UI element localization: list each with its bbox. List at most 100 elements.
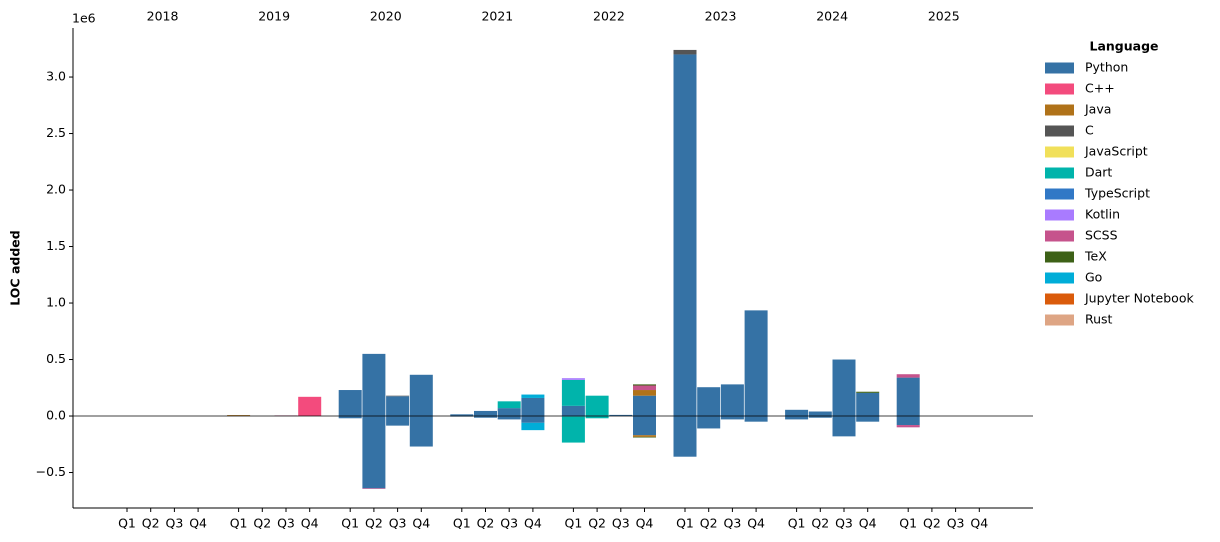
bar-segment [896, 377, 920, 417]
legend-label: TeX [1084, 249, 1107, 264]
bar-segment [673, 54, 697, 417]
y-tick-label: 1.5 [46, 238, 66, 253]
year-label: 2022 [593, 9, 625, 24]
bar-segment [585, 416, 609, 419]
x-tick-label: Q2 [142, 516, 160, 531]
x-tick-label: Q3 [389, 516, 407, 531]
bar-segment [673, 49, 697, 55]
legend-label: TypeScript [1084, 186, 1150, 201]
bar-segment [362, 488, 386, 489]
bar-segment [720, 416, 744, 420]
bar-segment [497, 401, 521, 409]
legend-swatch [1045, 167, 1074, 179]
x-tick-label: Q1 [341, 516, 359, 531]
year-label: 2023 [705, 9, 737, 24]
year-label: 2025 [928, 9, 960, 24]
legend-label: Dart [1085, 165, 1112, 180]
y-offset-label: 1e6 [72, 11, 96, 26]
bar-segment [338, 390, 362, 417]
legend-swatch [1045, 125, 1074, 137]
x-tick-label: Q2 [253, 516, 271, 531]
y-tick-label: 2.5 [46, 125, 66, 140]
bar-segment [808, 411, 832, 417]
bar-segment [808, 416, 832, 418]
y-axis-label: LOC added [8, 230, 23, 305]
bar-segment [386, 395, 410, 397]
x-tick-label: Q3 [277, 516, 295, 531]
y-tick-label: 1.0 [46, 295, 66, 310]
bar-segment [633, 435, 656, 437]
year-label: 2021 [481, 9, 513, 24]
bar-segment [521, 397, 545, 417]
x-tick-label: Q2 [365, 516, 383, 531]
x-tick-label: Q4 [524, 516, 542, 531]
x-tick-label: Q1 [565, 516, 583, 531]
legend-swatch [1045, 293, 1074, 305]
legend-label: C [1085, 123, 1094, 138]
bar-segment [633, 384, 656, 386]
x-tick-label: Q2 [588, 516, 606, 531]
legend-swatch [1045, 209, 1074, 221]
bar-segment [832, 416, 856, 437]
x-tick-label: Q3 [612, 516, 630, 531]
bar-segment [561, 405, 585, 417]
x-tick-label: Q4 [859, 516, 877, 531]
bar-segment [386, 416, 410, 426]
bar-segment [409, 374, 433, 417]
x-tick-label: Q4 [189, 516, 207, 531]
bar-segment [474, 416, 497, 418]
x-tick-label: Q1 [230, 516, 248, 531]
bar-segment [561, 416, 585, 443]
x-tick-label: Q4 [301, 516, 319, 531]
legend-label: Python [1085, 60, 1128, 75]
bar-segment [298, 396, 322, 417]
bar-segment [561, 379, 585, 406]
bar-segment [409, 416, 433, 447]
legend-label: Kotlin [1085, 207, 1120, 222]
legend-swatch [1045, 104, 1074, 116]
bar-segment [856, 392, 880, 417]
bar-segment [474, 410, 497, 417]
bar-segment [450, 414, 474, 417]
bar-segment [697, 416, 721, 429]
legend-swatch [1045, 146, 1074, 158]
legend-label: C++ [1085, 81, 1115, 96]
bar-segment [896, 374, 920, 378]
year-label: 2018 [147, 9, 179, 24]
x-tick-label: Q3 [724, 516, 742, 531]
bar-segment [338, 416, 362, 419]
legend-title: Language [1089, 39, 1158, 54]
bar-segment [633, 385, 656, 391]
bar-segment [609, 414, 633, 417]
bar-segment [386, 396, 410, 417]
bar-segment [521, 416, 545, 423]
year-label: 2019 [258, 9, 290, 24]
legend-label: Java [1084, 102, 1111, 117]
legend-swatch [1045, 251, 1074, 263]
legend-label: Jupyter Notebook [1084, 291, 1194, 306]
bar-segment [633, 390, 656, 396]
y-tick-label: 3.0 [46, 69, 66, 84]
bar-segment [896, 425, 920, 428]
year-label: 2024 [816, 9, 848, 24]
bar-segment [673, 416, 697, 457]
legend-swatch [1045, 272, 1074, 284]
legend-label: Go [1085, 270, 1102, 285]
bar-segment [720, 384, 744, 417]
bar-segment [362, 353, 386, 417]
x-tick-label: Q3 [166, 516, 184, 531]
legend-swatch [1045, 83, 1074, 95]
x-tick-label: Q3 [947, 516, 965, 531]
bar-segment [785, 416, 809, 420]
x-tick-label: Q4 [747, 516, 765, 531]
legend-swatch [1045, 314, 1074, 326]
bar-segment [521, 422, 545, 431]
bar-segment [585, 395, 609, 416]
legend-label: SCSS [1085, 228, 1118, 243]
y-tick-label: 0.0 [46, 408, 66, 423]
x-tick-label: Q4 [412, 516, 430, 531]
x-tick-label: Q2 [811, 516, 829, 531]
x-tick-label: Q3 [500, 516, 518, 531]
x-tick-label: Q2 [700, 516, 718, 531]
bar-segment [497, 416, 521, 420]
